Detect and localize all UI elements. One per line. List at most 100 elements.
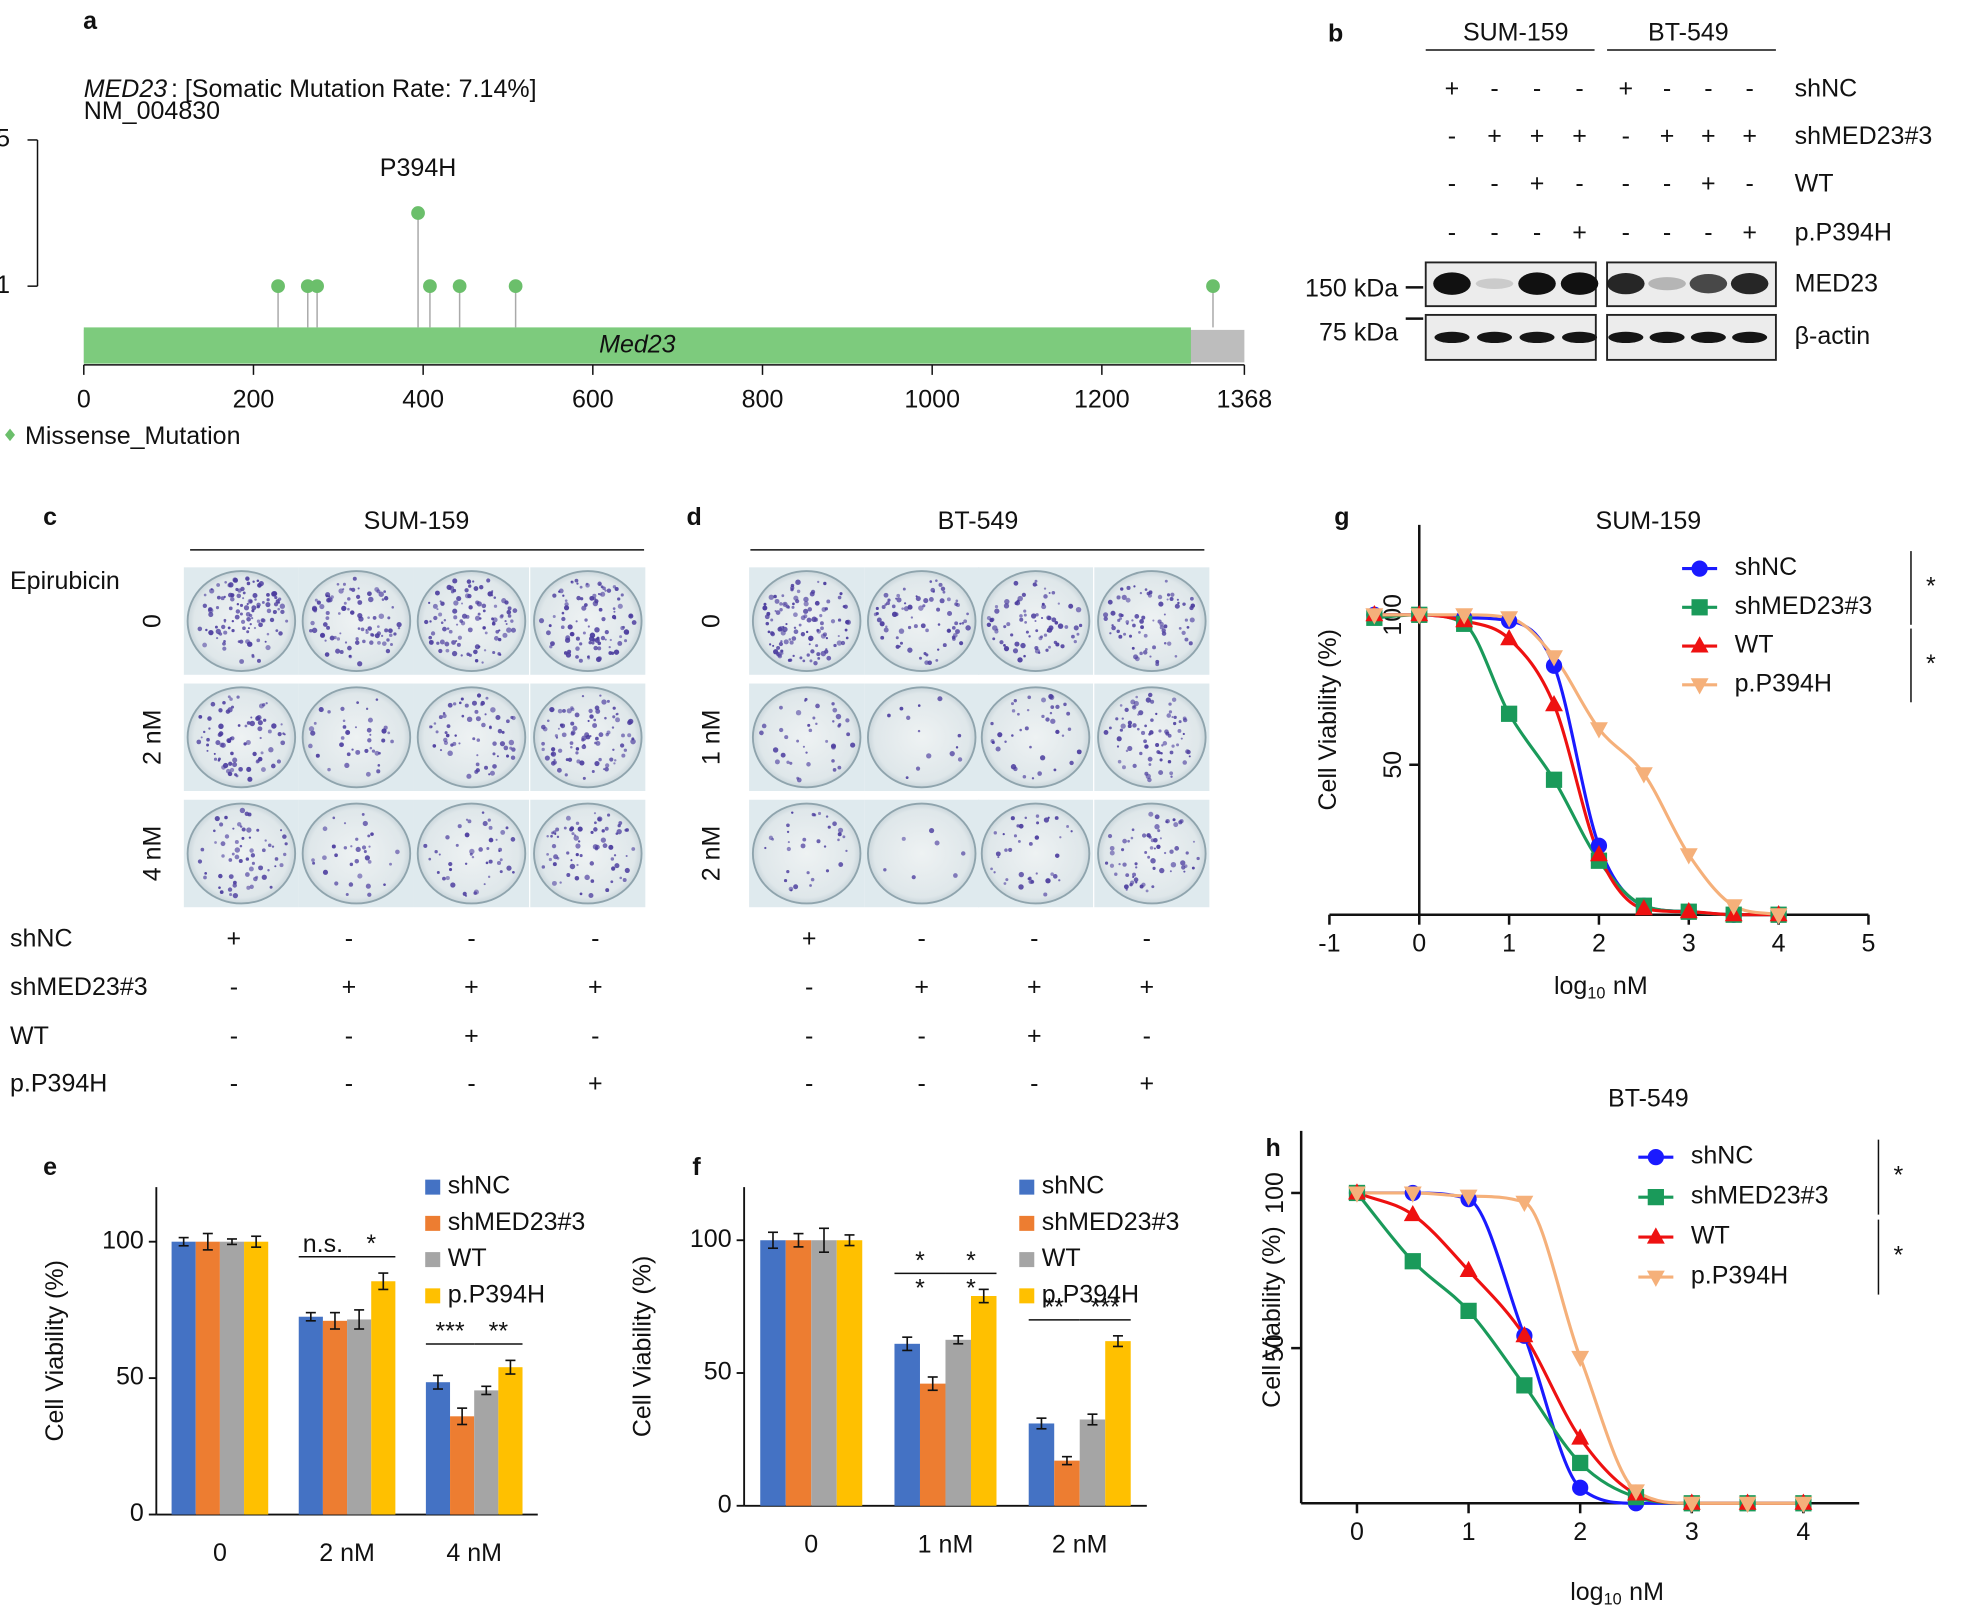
colony <box>238 858 243 864</box>
colony <box>594 599 599 604</box>
colony <box>1010 764 1017 770</box>
colony <box>957 757 963 762</box>
colony <box>1180 737 1183 740</box>
colony <box>285 619 289 623</box>
y-tick-label: 100 <box>690 1225 732 1253</box>
colony <box>228 761 233 766</box>
well <box>416 686 527 789</box>
legend-label: p.P394H <box>1042 1280 1139 1308</box>
colony <box>209 588 215 594</box>
colony <box>227 583 232 588</box>
colony <box>1010 633 1014 637</box>
colony <box>550 761 556 766</box>
colony <box>831 759 835 763</box>
x-tick-label: 4 nM <box>446 1539 502 1567</box>
legend-swatch <box>1019 1215 1035 1231</box>
lollipop-head <box>310 279 324 294</box>
colony <box>1166 641 1172 646</box>
colony <box>1043 594 1048 599</box>
colony <box>1035 872 1038 875</box>
colony <box>551 843 557 849</box>
colony <box>588 640 592 645</box>
colony <box>779 608 783 612</box>
dose-label: 0 <box>697 614 725 628</box>
colony <box>1036 821 1040 825</box>
colony <box>942 590 946 594</box>
colony <box>883 627 889 633</box>
condition-label: p.P394H <box>1795 218 1892 246</box>
colony <box>1159 837 1162 840</box>
colony <box>612 706 616 710</box>
colony <box>557 748 563 753</box>
colony <box>391 606 394 609</box>
y-tick-label: 50 <box>1379 751 1407 779</box>
colony <box>1108 726 1112 730</box>
panel-header: BT-549 <box>938 507 1019 535</box>
condition-sign: - <box>1704 218 1712 246</box>
colony <box>584 618 588 622</box>
colony <box>541 741 545 746</box>
significance-label: * <box>1926 573 1936 601</box>
colony <box>488 825 493 830</box>
colony <box>1045 717 1050 722</box>
x-tick-label: 4 <box>1796 1518 1810 1546</box>
well <box>751 802 862 905</box>
colony <box>875 606 879 611</box>
marker <box>1455 608 1474 625</box>
colony <box>773 649 779 655</box>
colony <box>585 582 589 586</box>
colony <box>929 580 933 583</box>
colony <box>934 840 940 846</box>
colony <box>1041 602 1045 606</box>
colony <box>574 712 580 718</box>
colony <box>566 873 571 877</box>
colony <box>579 854 583 858</box>
condition-sign: - <box>591 924 599 952</box>
panel-header: SUM-159 <box>364 507 470 535</box>
colony <box>365 707 369 710</box>
colony <box>1041 604 1047 610</box>
colony <box>551 747 556 752</box>
significance-label: * <box>966 1247 976 1275</box>
colony <box>584 603 588 607</box>
colony <box>885 625 888 628</box>
condition-sign: + <box>802 924 817 952</box>
colony <box>207 607 214 614</box>
y-tick-label: 5 <box>0 125 10 153</box>
colony <box>598 607 603 612</box>
bar <box>171 1241 196 1515</box>
colony <box>242 626 246 631</box>
legend-swatch <box>425 1215 441 1231</box>
blot-band <box>1649 331 1685 344</box>
well <box>867 686 977 789</box>
colony <box>485 861 489 865</box>
significance-label: *** <box>1091 1293 1120 1321</box>
size-marker: 150 kDa <box>1305 275 1398 303</box>
marker <box>1589 844 1608 862</box>
colony <box>1147 855 1151 859</box>
colony <box>548 857 552 862</box>
colony <box>805 630 809 634</box>
colony <box>1127 745 1133 752</box>
panel-letter: h <box>1266 1134 1281 1162</box>
colony <box>246 827 252 833</box>
colony <box>468 584 472 588</box>
y-tick-label: 1 <box>0 271 10 299</box>
colony <box>1050 872 1054 876</box>
x-tick-label: 800 <box>742 386 784 414</box>
colony <box>497 637 502 642</box>
colony <box>430 631 436 636</box>
marker <box>1572 1454 1589 1472</box>
colony <box>800 615 806 621</box>
well <box>301 570 412 672</box>
colony <box>457 635 463 640</box>
colony <box>556 856 560 860</box>
colony <box>361 813 365 816</box>
colony <box>340 706 345 711</box>
colony <box>561 732 567 738</box>
colony <box>491 589 494 593</box>
colony <box>880 635 885 640</box>
colony <box>215 636 219 640</box>
colony <box>443 740 449 745</box>
colony <box>364 748 369 753</box>
